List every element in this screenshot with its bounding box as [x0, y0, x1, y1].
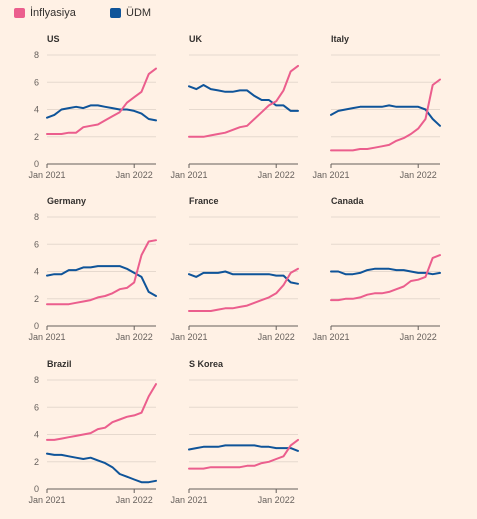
x-tick-label: Jan 2022 [400, 332, 437, 342]
y-tick-label: 4 [34, 430, 39, 440]
gdp-line [46, 104, 157, 122]
x-tick-label: Jan 2022 [116, 170, 153, 180]
x-tick-label: Jan 2021 [28, 170, 65, 180]
chart-title: US [47, 34, 60, 44]
x-tick-label: Jan 2022 [400, 170, 437, 180]
y-tick-label: 0 [34, 321, 39, 331]
chart-title: France [189, 196, 219, 206]
y-tick-label: 6 [34, 239, 39, 249]
chart-title: Italy [331, 34, 349, 44]
legend-swatch [14, 8, 25, 18]
y-tick-label: 4 [34, 267, 39, 277]
y-tick-label: 2 [34, 294, 39, 304]
gdp-line [46, 265, 157, 297]
x-tick-label: Jan 2021 [170, 332, 207, 342]
y-tick-label: 6 [34, 402, 39, 412]
inflation-line [188, 267, 299, 312]
y-tick-label: 8 [34, 212, 39, 222]
x-tick-label: Jan 2021 [170, 495, 207, 505]
chart-title: UK [189, 34, 202, 44]
inflation-line [188, 438, 299, 470]
x-tick-label: Jan 2022 [258, 332, 295, 342]
x-tick-label: Jan 2021 [312, 332, 349, 342]
gdp-line [330, 104, 441, 127]
chart-title: Brazil [47, 359, 72, 369]
inflation-line [330, 254, 441, 302]
gdp-line [330, 267, 441, 276]
gdp-line [188, 84, 299, 112]
y-tick-label: 0 [34, 159, 39, 169]
x-tick-label: Jan 2021 [28, 332, 65, 342]
chart-title: S Korea [189, 359, 224, 369]
inflation-line [46, 67, 157, 135]
y-tick-label: 8 [34, 375, 39, 385]
gdp-line [188, 270, 299, 285]
inflation-line [46, 239, 157, 306]
x-tick-label: Jan 2022 [116, 495, 153, 505]
y-tick-label: 2 [34, 132, 39, 142]
y-tick-label: 0 [34, 484, 39, 494]
chart-title: Germany [47, 196, 86, 206]
x-tick-label: Jan 2022 [258, 495, 295, 505]
inflation-line [188, 64, 299, 138]
chart-title: Canada [331, 196, 365, 206]
inflation-line [46, 383, 157, 441]
gdp-line [46, 452, 157, 484]
legend-swatch [110, 8, 121, 18]
x-tick-label: Jan 2022 [258, 170, 295, 180]
legend-label: ÜDM [126, 7, 152, 19]
inflation-line [330, 78, 441, 152]
y-tick-label: 2 [34, 457, 39, 467]
x-tick-label: Jan 2022 [116, 332, 153, 342]
x-tick-label: Jan 2021 [170, 170, 207, 180]
x-tick-label: Jan 2021 [28, 495, 65, 505]
y-tick-label: 8 [34, 50, 39, 60]
legend-label: İnflyasiya [30, 7, 76, 19]
gdp-line [188, 444, 299, 452]
y-tick-label: 4 [34, 105, 39, 115]
x-tick-label: Jan 2021 [312, 170, 349, 180]
y-tick-label: 6 [34, 77, 39, 87]
